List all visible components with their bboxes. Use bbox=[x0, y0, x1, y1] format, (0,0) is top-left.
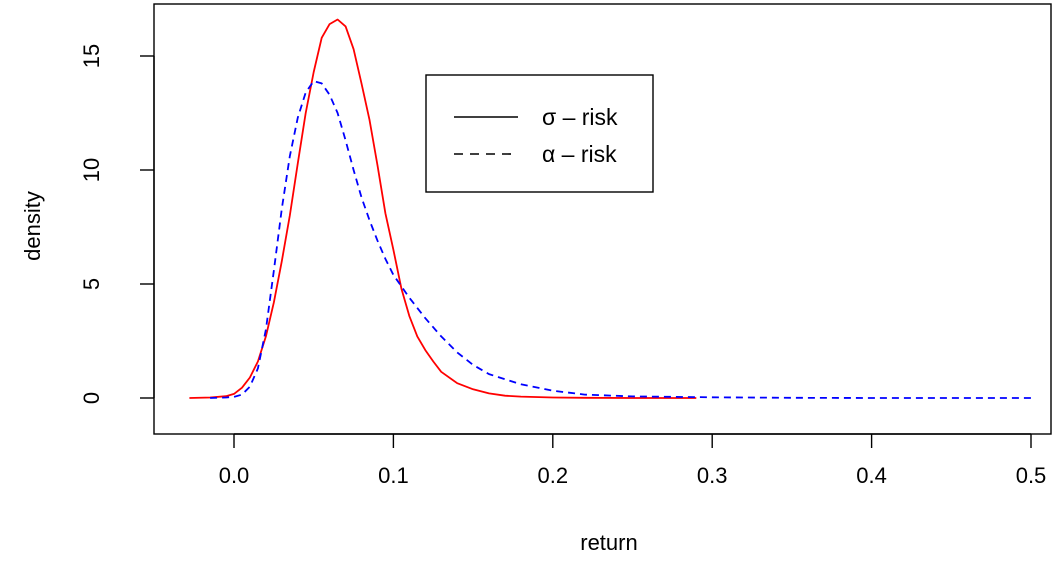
y-axis: 0 5 10 15 bbox=[79, 44, 155, 404]
y-tick-label: 15 bbox=[79, 44, 104, 68]
y-tick-label: 5 bbox=[79, 278, 104, 290]
x-tick-label: 0.1 bbox=[378, 463, 409, 488]
x-axis-label: return bbox=[580, 530, 637, 555]
x-tick-label: 0.3 bbox=[697, 463, 728, 488]
x-tick-label: 0.5 bbox=[1016, 463, 1047, 488]
y-tick-label: 0 bbox=[79, 392, 104, 404]
x-axis: 0.0 0.1 0.2 0.3 0.4 0.5 bbox=[219, 433, 1047, 488]
y-tick-label: 10 bbox=[79, 158, 104, 182]
series-line-alpha-risk bbox=[210, 80, 1031, 399]
legend-label: α – risk bbox=[542, 141, 617, 167]
x-tick-label: 0.0 bbox=[219, 463, 250, 488]
legend-box bbox=[425, 74, 654, 193]
series-layer bbox=[189, 18, 1031, 399]
x-tick-label: 0.4 bbox=[856, 463, 887, 488]
legend: σ – risk α – risk bbox=[425, 74, 654, 193]
x-tick-label: 0.2 bbox=[538, 463, 569, 488]
y-axis-label: density bbox=[20, 191, 45, 261]
legend-label: σ – risk bbox=[542, 104, 618, 130]
